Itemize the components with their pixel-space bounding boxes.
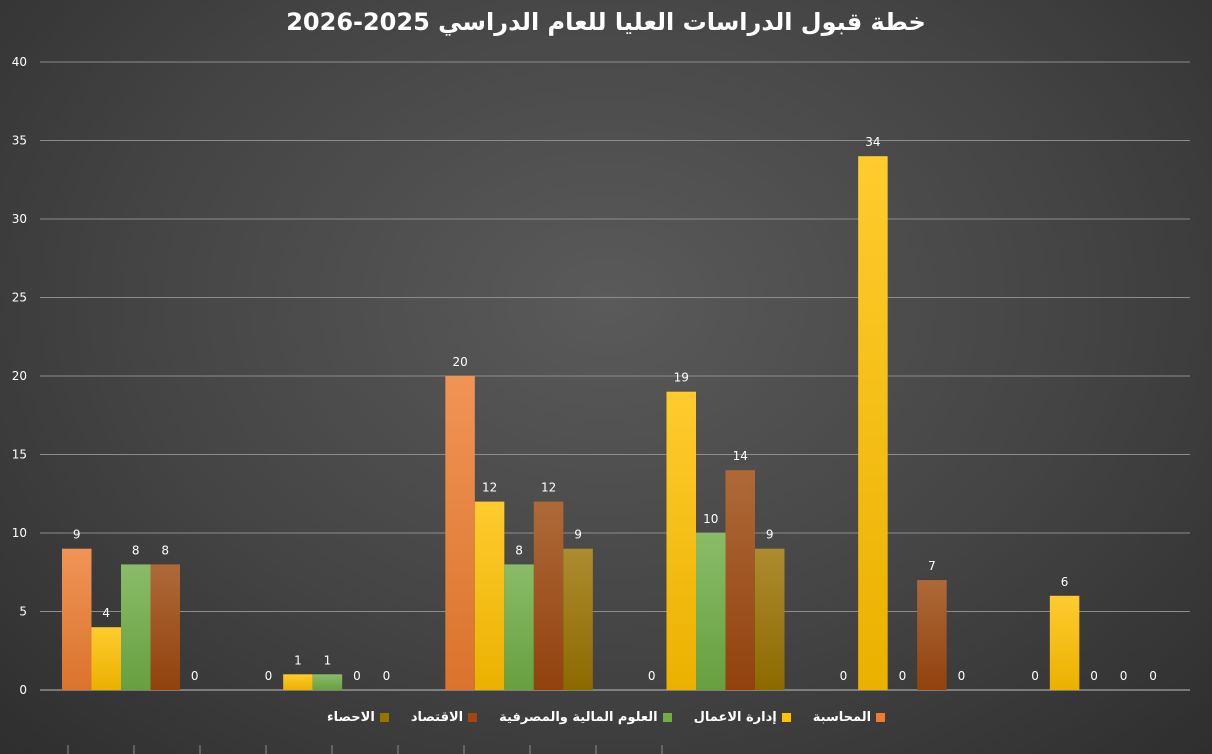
chart-title: خطة قبول الدراسات العليا للعام الدراسي 2… [286,8,926,36]
legend-label: الاحصاء [326,710,375,725]
data-label: 8 [515,543,523,557]
legend-label: إدارة الاعمال [693,710,777,725]
data-label: 0 [1090,669,1098,683]
legend-entry: العلوم المالية والمصرفية [499,710,672,725]
bar [150,564,180,690]
data-label: 8 [132,543,140,557]
bar [445,376,475,690]
y-tick-label: 30 [12,212,27,226]
bar [1049,595,1080,690]
data-label: 19 [674,371,689,385]
data-label: 1 [294,653,302,667]
legend-entry: الاقتصاد [410,710,478,725]
y-tick-label: 5 [19,605,27,619]
data-label: 7 [928,559,936,573]
legend-label: العلوم المالية والمصرفية [499,710,658,725]
legend-entry: المحاسبة [812,710,886,725]
legend-label: الاقتصاد [410,710,464,725]
data-label: 6 [1061,575,1069,589]
legend-swatch [379,713,389,722]
bar [504,564,534,690]
y-tick-label: 35 [12,134,27,148]
data-label: 0 [1149,669,1157,683]
data-label: 12 [541,481,556,495]
data-label: 14 [733,449,748,463]
data-label: 9 [73,528,81,542]
data-label: 8 [161,543,169,557]
data-label: 0 [191,669,199,683]
bar [283,674,313,690]
data-label: 9 [766,528,774,542]
bar [755,548,785,690]
bar [666,391,696,690]
legend-swatch [662,713,672,722]
bar [725,470,755,690]
data-label: 10 [703,512,718,526]
legend: المحاسبة إدارة الاعمال العلوم المالية والم… [0,710,1212,725]
y-tick-label: 0 [19,683,27,697]
legend-swatch [781,713,791,722]
data-label: 0 [1120,669,1128,683]
data-label: 4 [102,606,110,620]
bar [917,580,947,690]
data-label: 0 [958,669,966,683]
bar [91,627,121,690]
data-label: 0 [648,669,656,683]
bar [563,548,593,690]
bar [121,564,151,690]
y-tick-label: 10 [12,526,27,540]
bar [696,533,726,690]
bar [858,156,888,690]
data-label: 0 [840,669,848,683]
data-label: 0 [899,669,907,683]
bar [533,501,564,690]
data-label: 9 [574,528,582,542]
legend-swatch [876,713,886,722]
legend-swatch [468,713,478,722]
legend-entry: الاحصاء [327,710,389,725]
data-label: 1 [324,653,332,667]
bar [474,501,505,690]
data-label: 12 [482,481,497,495]
data-label: 0 [1031,669,1039,683]
data-label: 0 [265,669,273,683]
data-label: 0 [383,669,391,683]
bar [312,674,343,690]
y-tick-label: 20 [12,369,27,383]
y-tick-label: 15 [12,448,27,462]
data-label: 0 [353,669,361,683]
data-label: 20 [452,355,467,369]
y-tick-label: 25 [12,291,27,305]
legend-entry: إدارة الاعمال [694,710,791,725]
legend-label: المحاسبة [812,710,872,725]
data-label: 34 [865,135,880,149]
y-tick-label: 40 [12,55,27,69]
bar [62,548,92,690]
